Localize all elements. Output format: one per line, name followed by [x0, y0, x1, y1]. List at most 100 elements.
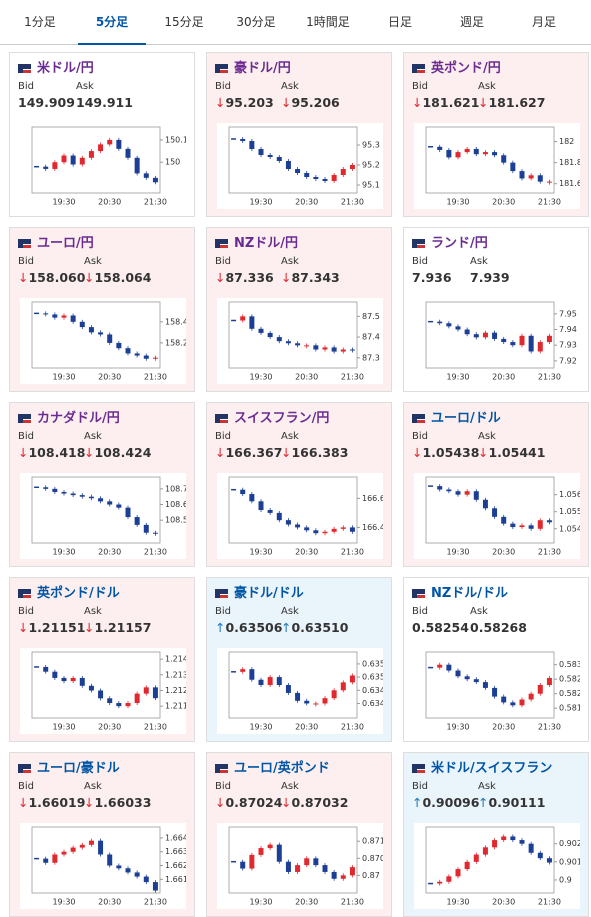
mini-chart[interactable]: 95.1 95.2 95.3 19:30 20:30 21:30 [217, 123, 383, 209]
ask-value: ↓87.343 [281, 270, 340, 285]
mini-chart[interactable]: 1.211 1.212 1.213 1.214 19:30 20:30 21:30 [20, 648, 188, 734]
candle [546, 678, 552, 685]
quote-card[interactable]: ユーロ/豪ドル Bid Ask ↓1.66019 ↓1.66033 1.661 1.662 1… [9, 752, 195, 917]
candle [98, 332, 104, 335]
plot-frame [425, 126, 555, 194]
bid-value: ↓1.21151 [18, 620, 85, 635]
ask-price: 181.627 [488, 95, 546, 110]
mini-chart[interactable]: 0.87 0.8705 0.871 19:30 20:30 21:30 [217, 823, 390, 909]
pair-name: 米ドル/スイスフラン [431, 761, 553, 776]
chart-svg: 181.6 181.8 182 19:30 20:30 21:30 [425, 126, 582, 207]
flag-icon [215, 64, 228, 73]
flag-icon [412, 414, 425, 423]
x-tick-label: 20:30 [492, 548, 515, 557]
change-arrow: ↓ [281, 270, 292, 285]
mini-chart[interactable]: 0.634 0.6345 0.635 0.6355 19:30 20:30 21:30 [217, 648, 390, 734]
candle [143, 687, 149, 694]
quote-card[interactable]: NZドル/円 Bid Ask ↓87.336 ↓87.343 87.3 87.4 87.5 19… [206, 227, 392, 392]
quote-card[interactable]: ランド/円 Bid Ask 7.936 7.939 7.92 7.93 7.94 7.95 19:… [403, 227, 589, 392]
mini-chart[interactable]: 7.92 7.93 7.94 7.95 19:30 20:30 21:30 [414, 298, 580, 384]
quote-card[interactable]: 米ドル/スイスフラン Bid Ask ↑0.90096 ↑0.90111 0.9 0.901… [403, 752, 589, 917]
tab[interactable]: 1時間足 [306, 15, 350, 29]
mini-chart[interactable]: 0.5815 0.582 0.5825 0.583 19:30 20:30 21:30 [414, 648, 587, 734]
pair-title: 豪ドル/ドル [215, 582, 304, 601]
ask-value: ↓1.21157 [84, 620, 151, 635]
plot-frame [425, 651, 555, 719]
mini-chart[interactable]: 0.9 0.901 0.902 19:30 20:30 21:30 [414, 823, 582, 909]
mini-chart[interactable]: 158.2 158.4 19:30 20:30 21:30 [20, 298, 188, 384]
bid-value: ↑0.90096 [412, 795, 479, 810]
tab[interactable]: 5分足 [78, 0, 146, 45]
plot-frame [425, 301, 555, 369]
candle [79, 321, 85, 328]
tab[interactable]: 1分足 [24, 15, 56, 29]
tab[interactable]: 15分足 [164, 15, 204, 29]
candle [492, 152, 498, 156]
y-tick-label: 182 [559, 137, 574, 146]
quote-card[interactable]: NZドル/ドルBidAsk0.582540.582680.58150.5820.… [403, 577, 589, 742]
quote-card[interactable]: カナダドル/円 Bid Ask ↓108.418 ↓108.424 108.5 108.6 1… [9, 402, 195, 567]
bid-price: 166.367 [225, 445, 283, 460]
candle [331, 690, 337, 699]
quote-card[interactable]: 米ドル/円 Bid Ask 149.909 149.911 150 150.1 19:30 20… [9, 52, 195, 217]
change-arrow: ↓ [84, 620, 95, 635]
quote-card[interactable]: ユーロ/ドル Bid Ask ↓1.05438 ↓1.05441 1.054 1.055 1.… [403, 402, 589, 567]
tab[interactable]: 30分足 [236, 15, 276, 29]
candle [295, 692, 301, 701]
candle [258, 149, 264, 155]
quote-card[interactable]: 豪ドル/ドルBidAsk↑0.63506↑0.635100.6340.63450… [206, 577, 392, 742]
candle [98, 144, 104, 152]
pair-title: カナダドル/円 [18, 407, 120, 426]
candle [528, 525, 534, 529]
pair-title: 英ポンド/円 [412, 57, 501, 76]
y-tick-label: 1.661 [165, 875, 186, 884]
candle [134, 872, 140, 877]
mini-chart[interactable]: 150 150.1 19:30 20:30 21:30 [20, 123, 188, 209]
x-tick-label: 19:30 [52, 198, 75, 207]
plot-frame [31, 301, 161, 369]
mini-chart[interactable]: 87.3 87.4 87.5 19:30 20:30 21:30 [217, 298, 383, 384]
pair-name: 豪ドル/ドル [234, 586, 304, 601]
candle [276, 157, 282, 161]
ask-label: Ask [76, 81, 94, 92]
mini-chart[interactable]: 1.661 1.662 1.663 1.664 19:30 20:30 21:30 [20, 823, 188, 909]
ask-price: 95.206 [291, 95, 340, 110]
x-tick-label: 19:30 [249, 548, 272, 557]
ask-label: Ask [281, 606, 299, 617]
candle [285, 161, 291, 169]
candle [519, 840, 525, 844]
y-tick-label: 87.4 [362, 333, 380, 342]
quote-card[interactable]: 英ポンド/ドル Bid Ask ↓1.21151 ↓1.21157 1.211 1.212 1… [9, 577, 195, 742]
mini-chart[interactable]: 1.054 1.055 1.056 19:30 20:30 21:30 [414, 473, 582, 559]
bid-value: ↓158.060 [18, 270, 85, 285]
tab[interactable]: 月足 [531, 15, 556, 29]
tab[interactable]: 週足 [459, 15, 484, 29]
quote-card[interactable]: ユーロ/英ポンドBidAsk↓0.87024↓0.870320.870.8705… [206, 752, 392, 917]
candle [304, 858, 310, 866]
candle [537, 852, 543, 859]
ask-price: 87.343 [291, 270, 340, 285]
quote-card[interactable]: 英ポンド/円 Bid Ask ↓181.621 ↓181.627 181.6 181.8 18… [403, 52, 589, 217]
candle [116, 703, 122, 707]
pair-title: ランド/円 [412, 232, 488, 251]
quote-card[interactable]: 豪ドル/円 Bid Ask ↓95.203 ↓95.206 95.1 95.2 95.3 19:… [206, 52, 392, 217]
x-tick-label: 19:30 [446, 898, 469, 907]
candle [258, 848, 264, 855]
quote-card[interactable]: スイスフラン/円 Bid Ask ↓166.367 ↓166.383 166.4 166.6… [206, 402, 392, 567]
y-tick-label: 158.2 [165, 338, 186, 347]
mini-chart[interactable]: 166.4 166.6 19:30 20:30 21:30 [217, 473, 385, 559]
candle [61, 677, 67, 682]
quote-card[interactable]: ユーロ/円 Bid Ask ↓158.060 ↓158.064 158.2 158.4 19:… [9, 227, 195, 392]
change-arrow: ↓ [84, 795, 95, 810]
mini-chart[interactable]: 181.6 181.8 182 19:30 20:30 21:30 [414, 123, 582, 209]
candle [125, 348, 131, 354]
candle [116, 139, 122, 149]
candle [143, 524, 149, 533]
chart-svg: 158.2 158.4 19:30 20:30 21:30 [31, 301, 188, 382]
bid-price: 181.621 [422, 95, 480, 110]
tab[interactable]: 日足 [387, 15, 412, 29]
mini-chart[interactable]: 108.5 108.6 108.7 19:30 20:30 21:30 [20, 473, 188, 559]
flag-icon [18, 764, 31, 773]
ask-price: 158.064 [94, 270, 152, 285]
candle [79, 677, 85, 686]
